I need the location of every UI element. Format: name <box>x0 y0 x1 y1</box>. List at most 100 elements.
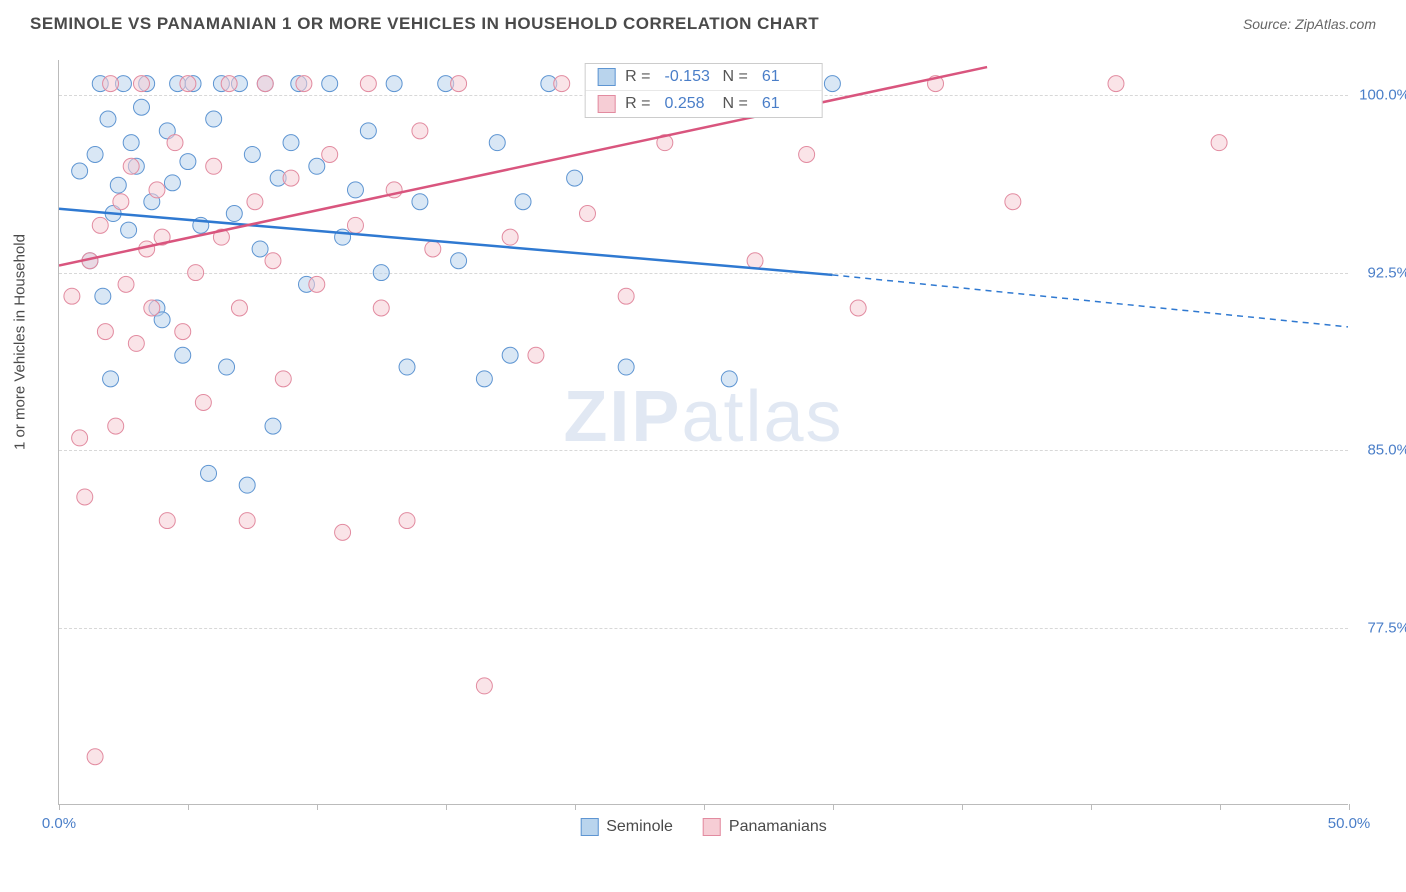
scatter-point <box>72 163 88 179</box>
scatter-point <box>283 135 299 151</box>
stats-n-panamanians: 61 <box>762 95 810 113</box>
scatter-point <box>579 206 595 222</box>
scatter-point <box>425 241 441 257</box>
scatter-point <box>252 241 268 257</box>
scatter-point <box>399 359 415 375</box>
scatter-point <box>180 154 196 170</box>
scatter-point <box>72 430 88 446</box>
stats-n-label: N = <box>723 68 748 86</box>
source-label: Source: ZipAtlas.com <box>1243 16 1376 32</box>
ytick-label: 100.0% <box>1355 87 1406 104</box>
stats-legend: R = -0.153 N = 61 R = 0.258 N = 61 <box>584 63 823 118</box>
scatter-point <box>167 135 183 151</box>
scatter-point <box>100 111 116 127</box>
legend-item-panamanians: Panamanians <box>703 818 827 836</box>
scatter-point <box>335 524 351 540</box>
ytick-label: 85.0% <box>1355 442 1406 459</box>
scatter-point <box>159 513 175 529</box>
scatter-point <box>103 76 119 92</box>
scatter-point <box>275 371 291 387</box>
scatter-point <box>265 418 281 434</box>
scatter-point <box>489 135 505 151</box>
scatter-point <box>128 335 144 351</box>
scatter-point <box>747 253 763 269</box>
legend-label-panamanians: Panamanians <box>729 818 827 836</box>
legend-label-seminole: Seminole <box>606 818 673 836</box>
scatter-point <box>347 217 363 233</box>
scatter-point <box>239 477 255 493</box>
scatter-point <box>113 194 129 210</box>
xtick-mark <box>1091 804 1092 810</box>
ytick-label: 77.5% <box>1355 619 1406 636</box>
stats-n-label-2: N = <box>723 95 748 113</box>
xtick-mark <box>1220 804 1221 810</box>
trend-line <box>59 67 987 265</box>
scatter-point <box>618 359 634 375</box>
scatter-point <box>515 194 531 210</box>
scatter-point <box>219 359 235 375</box>
xtick-mark <box>446 804 447 810</box>
scatter-point <box>103 371 119 387</box>
scatter-point <box>206 111 222 127</box>
scatter-point <box>95 288 111 304</box>
scatter-point <box>1108 76 1124 92</box>
stats-row-panamanians: R = 0.258 N = 61 <box>585 91 822 117</box>
xtick-mark <box>1349 804 1350 810</box>
scatter-point <box>502 229 518 245</box>
scatter-point <box>134 76 150 92</box>
xtick-mark <box>575 804 576 810</box>
scatter-point <box>554 76 570 92</box>
scatter-point <box>121 222 137 238</box>
xtick-label: 50.0% <box>1328 815 1371 832</box>
stats-r-label: R = <box>625 68 650 86</box>
scatter-point <box>144 300 160 316</box>
plot-outer: 1 or more Vehicles in Household ZIPatlas… <box>30 50 1376 840</box>
xtick-mark <box>833 804 834 810</box>
scatter-point <box>231 300 247 316</box>
scatter-point <box>412 123 428 139</box>
scatter-point <box>322 76 338 92</box>
scatter-point <box>451 76 467 92</box>
scatter-point <box>221 76 237 92</box>
scatter-point <box>412 194 428 210</box>
scatter-point <box>451 253 467 269</box>
scatter-point <box>118 276 134 292</box>
legend-item-seminole: Seminole <box>580 818 673 836</box>
scatter-point <box>476 678 492 694</box>
scatter-point <box>149 182 165 198</box>
stats-r-seminole: -0.153 <box>665 68 713 86</box>
swatch-seminole <box>597 68 615 86</box>
scatter-point <box>360 76 376 92</box>
scatter-point <box>123 158 139 174</box>
scatter-point <box>87 146 103 162</box>
scatter-point <box>265 253 281 269</box>
scatter-point <box>180 76 196 92</box>
scatter-point <box>164 175 180 191</box>
legend-swatch-panamanians <box>703 818 721 836</box>
scatter-point <box>373 300 389 316</box>
scatter-point <box>502 347 518 363</box>
xtick-label: 0.0% <box>42 815 76 832</box>
title-row: SEMINOLE VS PANAMANIAN 1 OR MORE VEHICLE… <box>0 0 1406 44</box>
scatter-point <box>201 465 217 481</box>
scatter-point <box>386 76 402 92</box>
scatter-point <box>721 371 737 387</box>
scatter-point <box>618 288 634 304</box>
scatter-point <box>247 194 263 210</box>
scatter-point <box>476 371 492 387</box>
scatter-point <box>175 347 191 363</box>
swatch-panamanians <box>597 95 615 113</box>
scatter-point <box>110 177 126 193</box>
scatter-point <box>123 135 139 151</box>
scatter-point <box>850 300 866 316</box>
scatter-point <box>567 170 583 186</box>
scatter-point <box>1211 135 1227 151</box>
scatter-point <box>77 489 93 505</box>
scatter-point <box>188 265 204 281</box>
scatter-point <box>347 182 363 198</box>
scatter-point <box>296 76 312 92</box>
scatter-point <box>309 158 325 174</box>
scatter-point <box>87 749 103 765</box>
legend-swatch-seminole <box>580 818 598 836</box>
scatter-point <box>134 99 150 115</box>
